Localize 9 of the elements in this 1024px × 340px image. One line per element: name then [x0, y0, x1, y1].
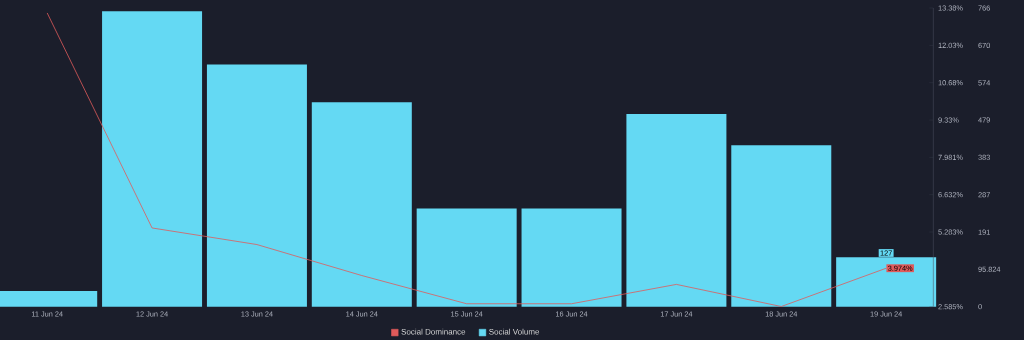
bar — [311, 102, 412, 307]
bar — [102, 11, 203, 307]
bar — [626, 114, 727, 307]
bar — [731, 145, 832, 307]
bar — [206, 64, 307, 307]
legend-label: Social Dominance — [401, 328, 466, 335]
bar — [416, 208, 517, 307]
legend-label: Social Volume — [489, 328, 540, 335]
bar — [521, 208, 622, 307]
